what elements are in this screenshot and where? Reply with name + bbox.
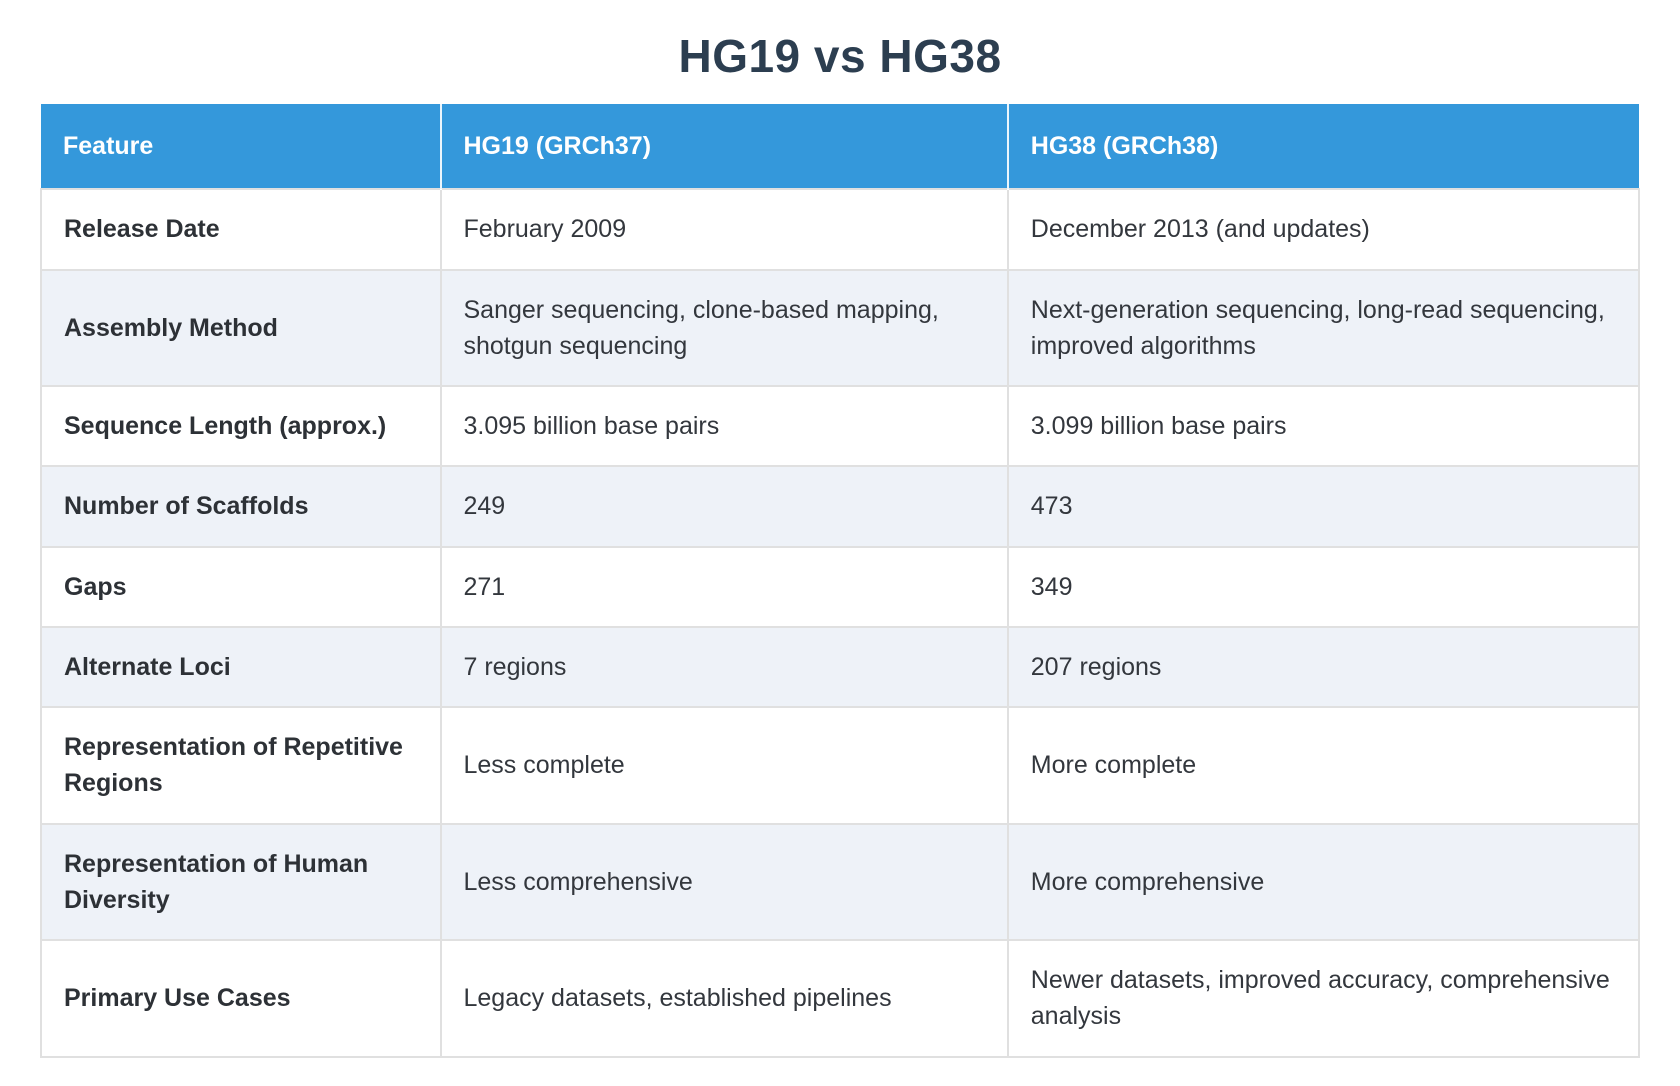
table-row-repetitive-regions: Representation of Repetitive Regions Les… — [40, 706, 1641, 825]
feature-cell: Representation of Repetitive Regions — [40, 706, 442, 825]
page-title: HG19 vs HG38 — [678, 30, 1002, 82]
hg19-cell: Sanger sequencing, clone-based mapping, … — [439, 268, 1009, 388]
hg38-cell: More complete — [1006, 706, 1641, 825]
table-row-number-of-scaffolds: Number of Scaffolds 249 473 — [40, 465, 1641, 548]
table-row-human-diversity: Representation of Human Diversity Less c… — [40, 822, 1641, 942]
table-row-primary-use-cases: Primary Use Cases Legacy datasets, estab… — [40, 939, 1641, 1058]
hg19-cell: Less comprehensive — [439, 822, 1009, 942]
feature-cell: Alternate Loci — [40, 625, 442, 709]
hg19-cell: February 2009 — [439, 188, 1009, 271]
comparison-table: Feature HG19 (GRCh37) HG38 (GRCh38) Rele… — [40, 104, 1641, 1058]
hg38-cell: 3.099 billion base pairs — [1006, 385, 1641, 468]
feature-cell: Representation of Human Diversity — [40, 822, 442, 942]
table-header-row: Feature HG19 (GRCh37) HG38 (GRCh38) — [41, 104, 1639, 190]
hg19-cell: 271 — [439, 545, 1009, 628]
hg19-cell: 7 regions — [439, 625, 1009, 709]
hg38-cell: 349 — [1006, 545, 1641, 628]
table-row-alternate-loci: Alternate Loci 7 regions 207 regions — [40, 625, 1641, 709]
table-row-release-date: Release Date February 2009 December 2013… — [40, 188, 1641, 271]
feature-cell: Sequence Length (approx.) — [40, 385, 442, 468]
hg38-cell: More comprehensive — [1006, 822, 1641, 942]
feature-cell: Primary Use Cases — [40, 939, 442, 1058]
hg38-cell: 473 — [1006, 465, 1641, 548]
feature-cell: Gaps — [40, 545, 442, 628]
hg19-cell: Legacy datasets, established pipelines — [439, 939, 1009, 1058]
hg38-cell: Next-generation sequencing, long-read se… — [1006, 268, 1641, 388]
table-row-sequence-length: Sequence Length (approx.) 3.095 billion … — [40, 385, 1641, 468]
column-header-hg38: HG38 (GRCh38) — [1006, 104, 1639, 190]
column-header-feature: Feature — [41, 104, 441, 190]
hg38-cell: 207 regions — [1006, 625, 1641, 709]
hg38-cell: Newer datasets, improved accuracy, compr… — [1006, 939, 1641, 1058]
column-header-hg19: HG19 (GRCh37) — [439, 104, 1008, 190]
feature-cell: Assembly Method — [40, 268, 442, 388]
hg38-cell: December 2013 (and updates) — [1006, 188, 1641, 271]
table-row-assembly-method: Assembly Method Sanger sequencing, clone… — [40, 268, 1641, 388]
hg19-cell: Less complete — [439, 706, 1009, 825]
table-row-gaps: Gaps 271 349 — [40, 545, 1641, 628]
hg19-cell: 249 — [439, 465, 1009, 548]
feature-cell: Number of Scaffolds — [40, 465, 442, 548]
feature-cell: Release Date — [40, 188, 442, 271]
hg19-cell: 3.095 billion base pairs — [439, 385, 1009, 468]
